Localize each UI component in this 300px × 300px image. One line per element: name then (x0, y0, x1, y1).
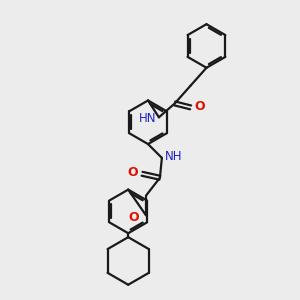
Text: O: O (195, 100, 205, 113)
Text: O: O (129, 211, 140, 224)
Text: O: O (128, 166, 138, 179)
Text: NH: NH (165, 150, 182, 164)
Text: HN: HN (138, 112, 156, 125)
